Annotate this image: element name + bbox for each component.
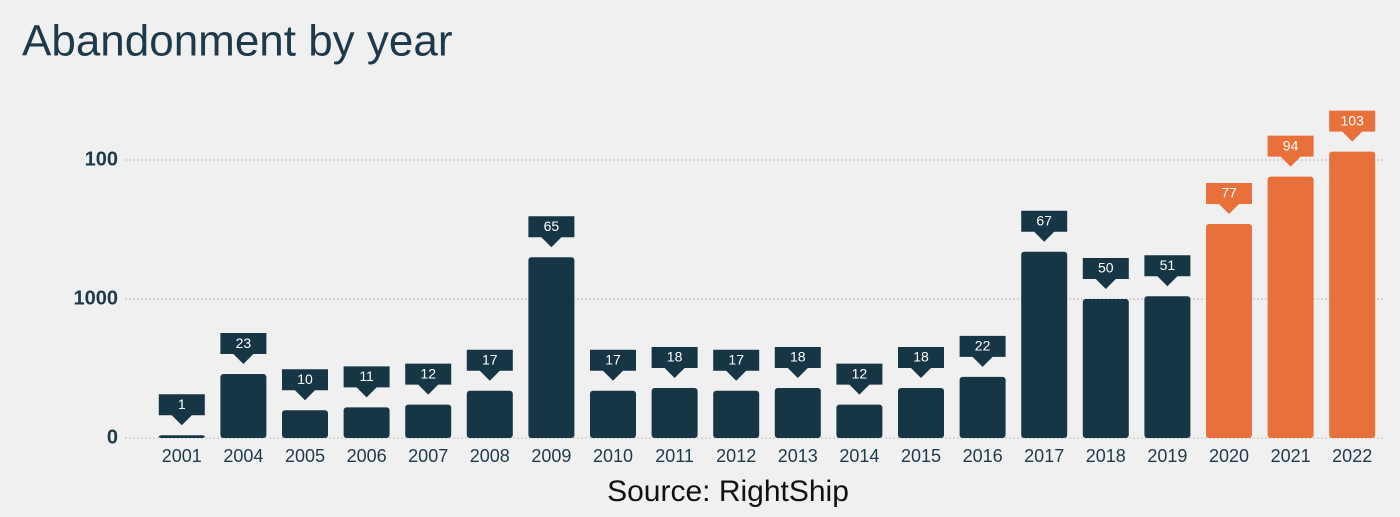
value-label-box [282, 369, 328, 401]
x-tick-label: 2017 [1024, 446, 1064, 466]
x-tick-label: 2020 [1209, 446, 1249, 466]
bar [1329, 151, 1376, 438]
value-label-box [528, 216, 575, 248]
value-label: 10 [297, 371, 313, 387]
x-tick-label: 2021 [1271, 446, 1311, 466]
bar [959, 376, 1006, 438]
x-tick-label: 2008 [470, 446, 510, 466]
x-tick-label: 2005 [285, 446, 325, 466]
bar [405, 404, 452, 438]
y-tick-label: 1000 [74, 287, 119, 309]
value-label-box [1206, 182, 1252, 214]
value-label: 18 [667, 349, 683, 365]
value-label-box [405, 363, 452, 395]
value-label: 65 [544, 218, 560, 234]
x-tick-label: 2015 [901, 446, 941, 466]
value-label-box [466, 349, 513, 381]
value-label: 67 [1036, 212, 1052, 228]
value-label-box [343, 366, 390, 398]
value-label: 11 [359, 368, 374, 384]
x-tick-label: 2011 [655, 446, 694, 466]
x-tick-label: 2004 [223, 446, 263, 466]
x-tick-label: 2010 [593, 446, 633, 466]
value-label-box [1082, 258, 1129, 289]
bar [220, 374, 267, 438]
value-label: 51 [1160, 257, 1176, 273]
value-label-box [959, 335, 1006, 367]
value-label-box [651, 346, 698, 378]
source: Source: RightShip [607, 475, 849, 508]
x-tick-label: 2006 [347, 446, 387, 466]
value-label: 22 [975, 338, 991, 354]
value-label: 17 [482, 351, 498, 367]
value-label: 12 [420, 365, 436, 381]
value-label: 77 [1221, 185, 1237, 201]
bar [466, 390, 513, 438]
value-label: 50 [1098, 260, 1114, 276]
bar [158, 435, 205, 438]
x-tick-label: 2018 [1086, 446, 1126, 466]
y-tick-label: 0 [107, 426, 118, 448]
value-label: 94 [1283, 137, 1299, 153]
value-label-box [590, 349, 636, 381]
value-label-box [220, 333, 267, 365]
bar [651, 387, 698, 438]
bar [1082, 299, 1129, 438]
y-tick-label: 100 [85, 148, 118, 170]
chart-title: Abandonment by year [22, 17, 453, 66]
value-label: 17 [728, 351, 744, 367]
x-tick-label: 2001 [162, 446, 202, 466]
bar [774, 387, 821, 438]
value-label: 18 [913, 349, 929, 365]
value-label-box [836, 363, 883, 395]
value-label: 103 [1341, 112, 1365, 128]
value-label: 1 [178, 396, 186, 412]
x-tick-label: 2009 [531, 446, 571, 466]
value-label: 12 [852, 365, 868, 381]
value-label-box [1144, 255, 1191, 287]
value-label-box [1021, 210, 1068, 242]
value-label: 18 [790, 349, 806, 365]
value-label-box [1329, 110, 1376, 142]
value-label-box [713, 349, 760, 381]
value-label-box [774, 346, 821, 378]
bar [1267, 176, 1314, 438]
bar [343, 407, 390, 438]
bar [1021, 251, 1068, 438]
bar [590, 390, 636, 438]
bar [713, 390, 760, 438]
bar [528, 257, 575, 438]
bar [1206, 223, 1252, 438]
bar [898, 387, 944, 438]
bar [282, 410, 328, 438]
value-label-box [1267, 135, 1314, 167]
x-tick-label: 2012 [716, 446, 756, 466]
x-tick-label: 2014 [839, 446, 879, 466]
value-label-box [158, 394, 205, 426]
x-tick-label: 2013 [778, 446, 818, 466]
value-label: 23 [236, 335, 252, 351]
x-tick-label: 2022 [1332, 446, 1372, 466]
value-label-box [898, 346, 944, 378]
x-tick-label: 2016 [963, 446, 1003, 466]
value-label: 17 [605, 351, 621, 367]
bar [836, 404, 883, 438]
x-tick-label: 2007 [408, 446, 448, 466]
bar [1144, 296, 1191, 438]
x-tick-label: 2019 [1147, 446, 1187, 466]
